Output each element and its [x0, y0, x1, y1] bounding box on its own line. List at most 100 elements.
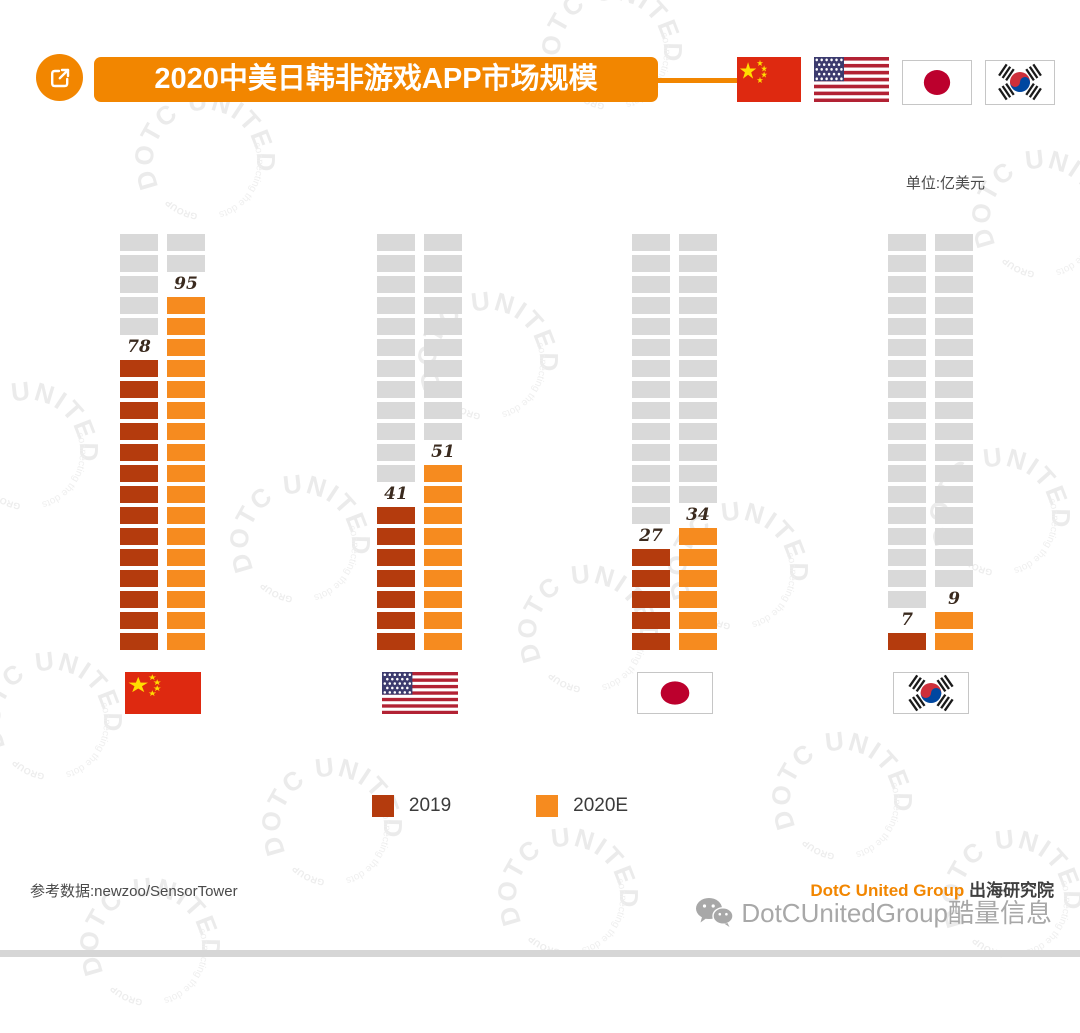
data-brick: [120, 360, 158, 377]
svg-text:★: ★: [760, 69, 767, 79]
track-brick: [888, 528, 926, 545]
brand-line: DotC United Group 出海研究院: [810, 876, 1054, 901]
bar-2020E-korea: 9: [935, 234, 973, 650]
data-brick: [377, 570, 415, 587]
data-brick: [167, 297, 205, 314]
data-brick: [167, 465, 205, 482]
data-brick: [424, 549, 462, 566]
share-arrow-icon: [50, 68, 69, 87]
flag-china: ★ ★ ★ ★ ★: [737, 57, 801, 107]
track-brick: [377, 465, 415, 482]
data-brick: [424, 612, 462, 629]
track-brick: [377, 444, 415, 461]
data-brick: [679, 549, 717, 566]
data-brick: [167, 507, 205, 524]
data-brick: [377, 507, 415, 524]
track-brick: [679, 234, 717, 251]
value-label: 9: [948, 589, 960, 609]
value-label: 51: [431, 442, 455, 462]
track-brick: [377, 360, 415, 377]
data-brick: [120, 465, 158, 482]
data-brick: [120, 633, 158, 650]
share-icon: [36, 54, 83, 101]
track-brick: [377, 297, 415, 314]
data-brick: [679, 612, 717, 629]
track-brick: [167, 255, 205, 272]
data-brick: [424, 507, 462, 524]
track-brick: [888, 360, 926, 377]
bottom-watermark-text: DotCUnitedGroup酷量信息: [741, 898, 1052, 928]
data-brick: [167, 402, 205, 419]
data-brick: [167, 570, 205, 587]
data-brick: [120, 381, 158, 398]
track-brick: [377, 318, 415, 335]
track-brick: [377, 234, 415, 251]
data-brick: [120, 486, 158, 503]
legend-item-2019: 2019: [371, 795, 452, 817]
track-brick: [935, 528, 973, 545]
data-brick: [377, 549, 415, 566]
track-brick: [888, 591, 926, 608]
data-brick: [377, 633, 415, 650]
svg-text:DOTC UNITED: DOTC UNITED: [247, 743, 417, 904]
data-brick: [424, 486, 462, 503]
data-brick: [632, 570, 670, 587]
data-brick: [167, 360, 205, 377]
bar-2019-japan: 27: [632, 234, 670, 650]
track-brick: [888, 381, 926, 398]
value-label: 34: [686, 505, 710, 525]
value-label: 7: [901, 610, 913, 630]
flag-usa: [381, 672, 458, 714]
track-brick: [632, 234, 670, 251]
track-brick: [377, 381, 415, 398]
track-brick: [377, 339, 415, 356]
svg-text:connecting the dots: connecting the dots: [323, 805, 412, 887]
track-brick: [679, 486, 717, 503]
track-brick: [888, 297, 926, 314]
data-brick: [167, 444, 205, 461]
track-brick: [377, 255, 415, 272]
data-brick: [167, 381, 205, 398]
track-brick: [935, 465, 973, 482]
data-brick: [632, 633, 670, 650]
usa-flag-graphic: [381, 672, 458, 714]
data-brick: [424, 591, 462, 608]
data-brick: [167, 633, 205, 650]
track-brick: [120, 318, 158, 335]
svg-text:★: ★: [126, 673, 149, 696]
track-brick: [679, 465, 717, 482]
track-brick: [935, 339, 973, 356]
japan-flag-graphic: [637, 673, 712, 713]
data-brick: [167, 423, 205, 440]
legend-swatch-2019: [371, 795, 394, 817]
data-brick: [167, 591, 205, 608]
china-flag-graphic: ★★★★★: [124, 672, 201, 714]
track-brick: [935, 276, 973, 293]
track-brick: [888, 465, 926, 482]
value-label: 95: [174, 274, 198, 294]
track-brick: [888, 276, 926, 293]
data-brick: [120, 612, 158, 629]
track-brick: [888, 507, 926, 524]
svg-text:★: ★: [756, 75, 763, 85]
korea-flag-graphic: [899, 673, 962, 713]
svg-text:connecting the dots: connecting the dots: [833, 779, 922, 861]
bar-2019-usa: 41: [377, 234, 415, 650]
data-source-note: 参考数据:newzoo/SensorTower: [30, 883, 238, 900]
data-brick: [935, 612, 973, 629]
svg-text:★: ★: [152, 678, 161, 687]
track-brick: [888, 486, 926, 503]
data-brick: [424, 528, 462, 545]
legend-label: 2019: [408, 795, 452, 816]
data-brick: [120, 570, 158, 587]
track-brick: [679, 318, 717, 335]
track-brick: [679, 423, 717, 440]
track-brick: [632, 276, 670, 293]
track-brick: [935, 360, 973, 377]
data-brick: [935, 633, 973, 650]
bar-2019-korea: 7: [888, 234, 926, 650]
data-brick: [120, 507, 158, 524]
brand-department: 出海研究院: [964, 881, 1054, 900]
flag-japan: [636, 672, 713, 714]
